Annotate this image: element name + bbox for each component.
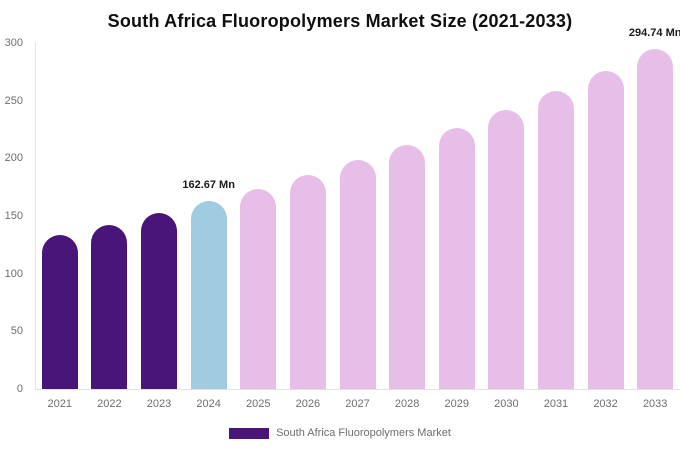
bar-2026[interactable] bbox=[289, 174, 326, 389]
y-axis-tick-label: 50 bbox=[10, 325, 23, 338]
x-axis-tick-label: 2023 bbox=[146, 398, 172, 410]
bar-2022[interactable] bbox=[91, 224, 128, 389]
bar-2031[interactable] bbox=[537, 91, 574, 389]
x-axis-tick-label: 2024 bbox=[196, 398, 221, 410]
bar-2024[interactable] bbox=[190, 201, 227, 389]
bar-2032[interactable] bbox=[587, 70, 624, 389]
legend-swatch bbox=[229, 427, 270, 439]
x-axis-tick-label: 2031 bbox=[543, 398, 569, 410]
y-axis-tick-label: 200 bbox=[4, 152, 23, 165]
x-axis-tick-label: 2027 bbox=[345, 398, 370, 410]
y-axis-tick-label: 100 bbox=[4, 267, 23, 280]
bar-2030[interactable] bbox=[488, 110, 525, 389]
x-axis-tick-label: 2033 bbox=[642, 398, 668, 410]
legend-label: South Africa Fluoropolymers Market bbox=[276, 427, 451, 439]
y-axis-tick-label: 300 bbox=[4, 37, 23, 49]
bar-2033[interactable] bbox=[637, 49, 674, 389]
x-axis-tick-label: 2029 bbox=[444, 398, 469, 410]
legend[interactable]: South Africa Fluoropolymers Market bbox=[0, 426, 680, 440]
y-axis-line bbox=[35, 43, 36, 389]
x-axis-tick-label: 2028 bbox=[394, 398, 420, 410]
x-axis-tick-label: 2022 bbox=[97, 398, 122, 410]
x-axis-tick-label: 2032 bbox=[593, 398, 618, 410]
value-label-2024: 162.67 Mn bbox=[182, 179, 235, 192]
x-axis-tick-label: 2026 bbox=[295, 398, 321, 410]
chart-title: South Africa Fluoropolymers Market Size … bbox=[107, 11, 573, 31]
x-axis-tick-label: 2025 bbox=[246, 398, 271, 410]
bar-2021[interactable] bbox=[41, 235, 78, 389]
y-axis-tick-label: 250 bbox=[4, 94, 23, 107]
x-axis-tick-label: 2021 bbox=[47, 398, 73, 410]
bar-2029[interactable] bbox=[438, 127, 475, 389]
bar-2023[interactable] bbox=[141, 213, 178, 389]
x-axis-tick-label: 2030 bbox=[494, 398, 519, 410]
bar-2028[interactable] bbox=[389, 144, 426, 389]
bar-2025[interactable] bbox=[240, 188, 277, 389]
y-axis-tick-label: 150 bbox=[4, 210, 23, 222]
y-axis-tick-label: 0 bbox=[16, 383, 23, 395]
x-axis-line bbox=[35, 389, 680, 390]
bar-2027[interactable] bbox=[339, 160, 376, 389]
value-label-2033: 294.74 Mn bbox=[628, 27, 680, 40]
